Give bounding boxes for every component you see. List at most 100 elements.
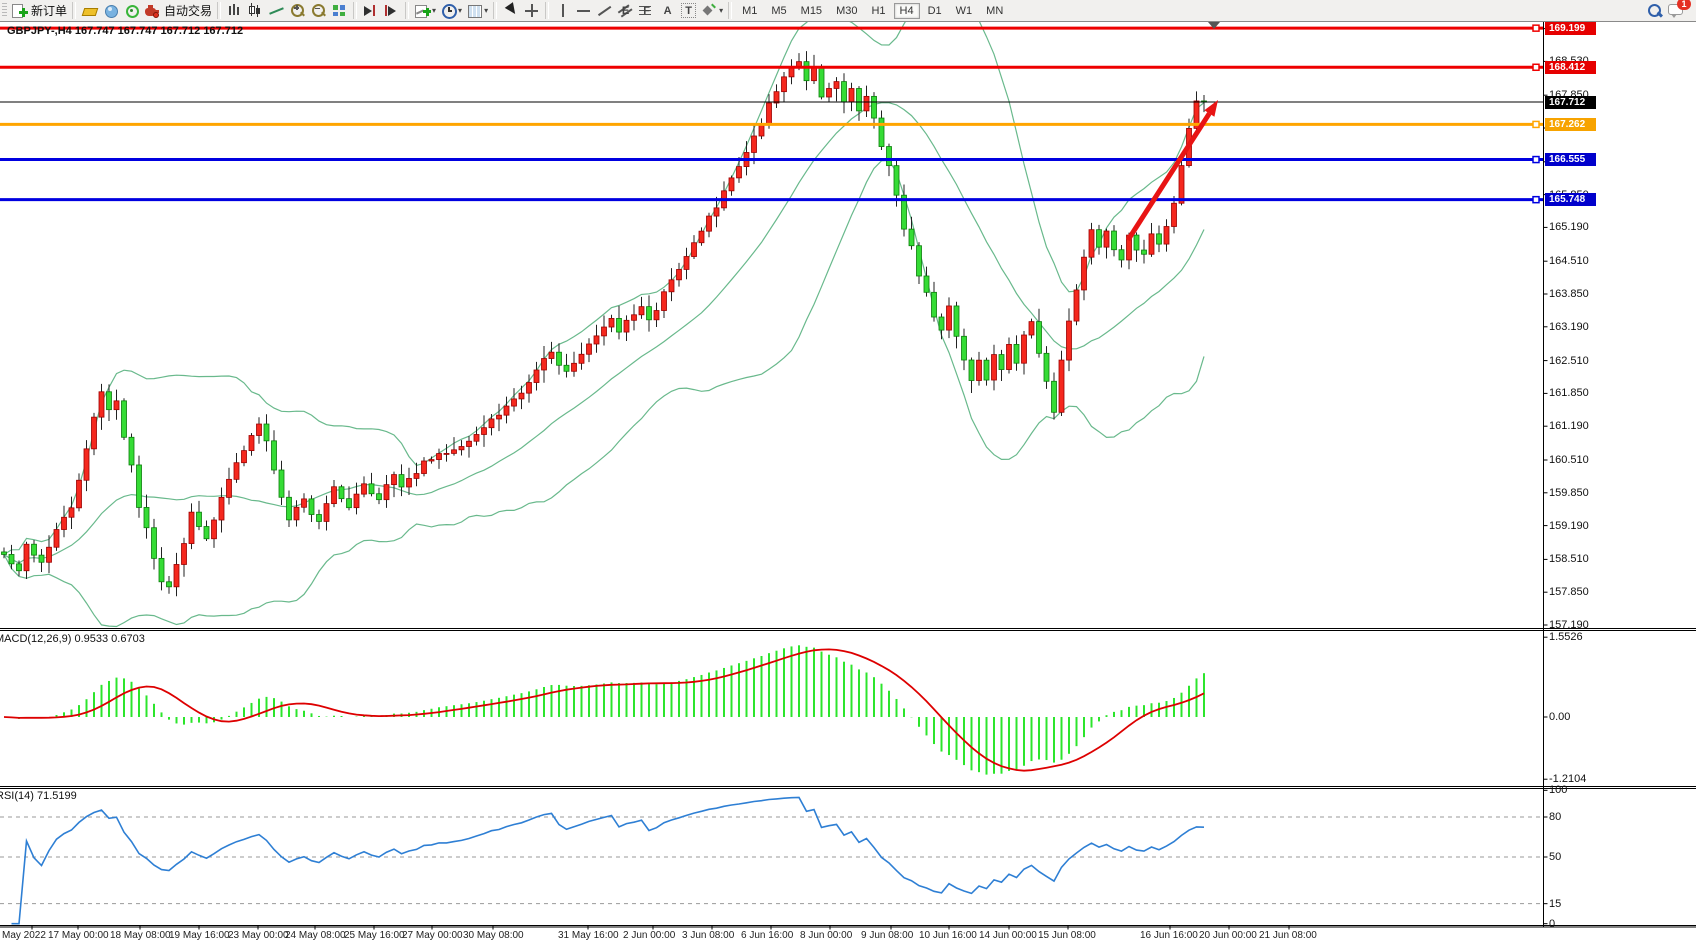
arrows-button[interactable]: ▾ — [699, 1, 725, 20]
rsi-tick-label: 80 — [1549, 810, 1562, 823]
indicators-button[interactable]: ▾ — [412, 1, 438, 20]
price-tick-label: 162.510 — [1549, 354, 1589, 367]
timeframe-button-m15[interactable]: M15 — [800, 4, 823, 17]
candlestick-chart-button[interactable] — [245, 1, 266, 20]
timeframe-button-m5[interactable]: M5 — [771, 4, 787, 17]
timeframe-button-h1[interactable]: H1 — [871, 4, 886, 17]
macd-panel — [3, 645, 1205, 775]
crosshair-button[interactable] — [521, 1, 542, 20]
time-axis-label[interactable]: May 2022 — [2, 930, 46, 941]
community-icon[interactable] — [100, 1, 121, 20]
chart-shift-button[interactable] — [381, 1, 402, 20]
toolbar-separator — [217, 2, 222, 19]
timeframe-button-h4[interactable]: H4 — [893, 2, 920, 19]
price-badge-165.748: 165.748 — [1545, 193, 1596, 207]
price-tick-label: 163.850 — [1549, 287, 1589, 300]
macd-tick-label: -1.2104 — [1549, 773, 1587, 786]
price-tick-label: 160.510 — [1549, 453, 1589, 466]
timeframe-button-m30[interactable]: M30 — [836, 4, 858, 17]
price-tick-label: 161.850 — [1549, 387, 1589, 400]
candles-layer — [1, 51, 1207, 597]
fibonacci-button[interactable]: F — [636, 1, 657, 20]
zoom-out-button[interactable] — [308, 1, 329, 20]
price-badge-169.199: 169.199 — [1545, 21, 1596, 35]
time-axis-label[interactable]: 16 Jun 16:00 — [1140, 930, 1198, 941]
timeframe-button-mn[interactable]: MN — [986, 4, 1004, 17]
auto-scroll-button[interactable] — [360, 1, 381, 20]
notification-badge: 1 — [1677, 0, 1691, 10]
new-order-button[interactable]: 新订单 — [9, 1, 69, 20]
time-axis-label[interactable]: 14 Jun 00:00 — [979, 930, 1037, 941]
time-axis-label[interactable]: 27 May 00:00 — [402, 930, 463, 941]
trend-arrow-head — [1204, 100, 1218, 117]
price-tick-label: 157.850 — [1549, 586, 1589, 599]
text-label-button[interactable]: T — [678, 1, 699, 20]
time-axis-label[interactable]: 17 May 00:00 — [48, 930, 109, 941]
chat-button[interactable]: 1 — [1665, 0, 1696, 20]
price-tick-label: 164.510 — [1549, 255, 1589, 268]
toolbar-separator — [728, 2, 733, 19]
bar-chart-button[interactable] — [224, 1, 245, 20]
search-button[interactable] — [1644, 1, 1665, 20]
time-axis-label[interactable]: 23 May 00:00 — [228, 930, 289, 941]
zoom-in-button[interactable] — [287, 1, 308, 20]
text-button[interactable]: A — [663, 4, 672, 17]
rsi-indicator-label: RSI(14) 71.5199 — [0, 790, 77, 802]
level-line-handle — [1532, 120, 1540, 129]
gold-icon[interactable] — [79, 1, 100, 20]
vertical-line-button[interactable] — [552, 1, 573, 20]
time-axis-label[interactable]: 15 Jun 08:00 — [1038, 930, 1096, 941]
dropdown-arrow-icon[interactable]: ▾ — [458, 6, 463, 15]
cursor-button[interactable] — [500, 1, 521, 20]
time-axis-label[interactable]: 21 Jun 08:00 — [1259, 930, 1317, 941]
rsi-tick-label: 0 — [1549, 917, 1556, 930]
periods-button[interactable]: ▾ — [438, 1, 464, 20]
time-axis-label[interactable]: 19 May 16:00 — [169, 930, 230, 941]
timeframe-button-d1[interactable]: D1 — [927, 4, 942, 17]
price-badge-168.412: 168.412 — [1545, 60, 1596, 74]
level-line-handle — [1532, 24, 1540, 32]
price-badge-166.555: 166.555 — [1545, 153, 1596, 167]
level-line-handle — [1532, 155, 1540, 164]
macd-indicator-label: MACD(12,26,9) 0.9533 0.6703 — [0, 633, 145, 645]
price-tick-label: 159.190 — [1549, 519, 1589, 532]
time-axis-label[interactable]: 8 Jun 00:00 — [800, 930, 853, 941]
line-chart-button[interactable] — [266, 1, 287, 20]
signal-icon[interactable] — [121, 1, 142, 20]
time-axis-label[interactable]: 25 May 16:00 — [344, 930, 405, 941]
time-axis-label[interactable]: 24 May 08:00 — [285, 930, 346, 941]
equidistant-channel-button[interactable]: E — [615, 1, 636, 20]
time-axis-label[interactable]: 3 Jun 08:00 — [682, 930, 735, 941]
time-axis-label[interactable]: 6 Jun 16:00 — [741, 930, 794, 941]
dropdown-arrow-icon[interactable]: ▾ — [719, 6, 724, 15]
dropdown-arrow-icon[interactable]: ▾ — [484, 6, 489, 15]
time-axis-label[interactable]: 10 Jun 16:00 — [919, 930, 977, 941]
price-badge-167.712: 167.712 — [1545, 95, 1596, 109]
toolbar-separator — [353, 2, 358, 19]
time-axis-label[interactable]: 2 Jun 00:00 — [623, 930, 676, 941]
macd-signal-line — [3, 648, 1205, 772]
dropdown-arrow-icon[interactable]: ▾ — [432, 6, 437, 15]
time-axis-label[interactable]: 20 Jun 00:00 — [1199, 930, 1257, 941]
autotrading-button[interactable]: 自动交易 — [142, 1, 214, 20]
toolbar-separator — [545, 2, 550, 19]
price-tick-label: 165.190 — [1549, 221, 1589, 234]
timeframe-button-w1[interactable]: W1 — [955, 4, 973, 17]
autotrading-button-label: 自动交易 — [164, 4, 213, 18]
toolbar-separator — [405, 2, 410, 19]
time-axis-label[interactable]: 30 May 08:00 — [463, 930, 524, 941]
time-axis-label[interactable]: 18 May 08:00 — [110, 930, 171, 941]
price-tick-label: 161.190 — [1549, 420, 1589, 433]
bollinger-lower-band — [3, 159, 1205, 628]
bollinger-upper-band — [3, 21, 1205, 556]
templates-button[interactable]: ▾ — [464, 1, 490, 20]
price-tick-label: 157.190 — [1549, 619, 1589, 631]
timeframe-button-m1[interactable]: M1 — [742, 4, 758, 17]
tile-windows-button[interactable] — [329, 1, 350, 20]
time-axis-label[interactable]: 31 May 16:00 — [558, 930, 619, 941]
trendline-button[interactable] — [594, 1, 615, 20]
time-axis-label[interactable]: 9 Jun 08:00 — [861, 930, 914, 941]
horizontal-line-button[interactable] — [573, 1, 594, 20]
